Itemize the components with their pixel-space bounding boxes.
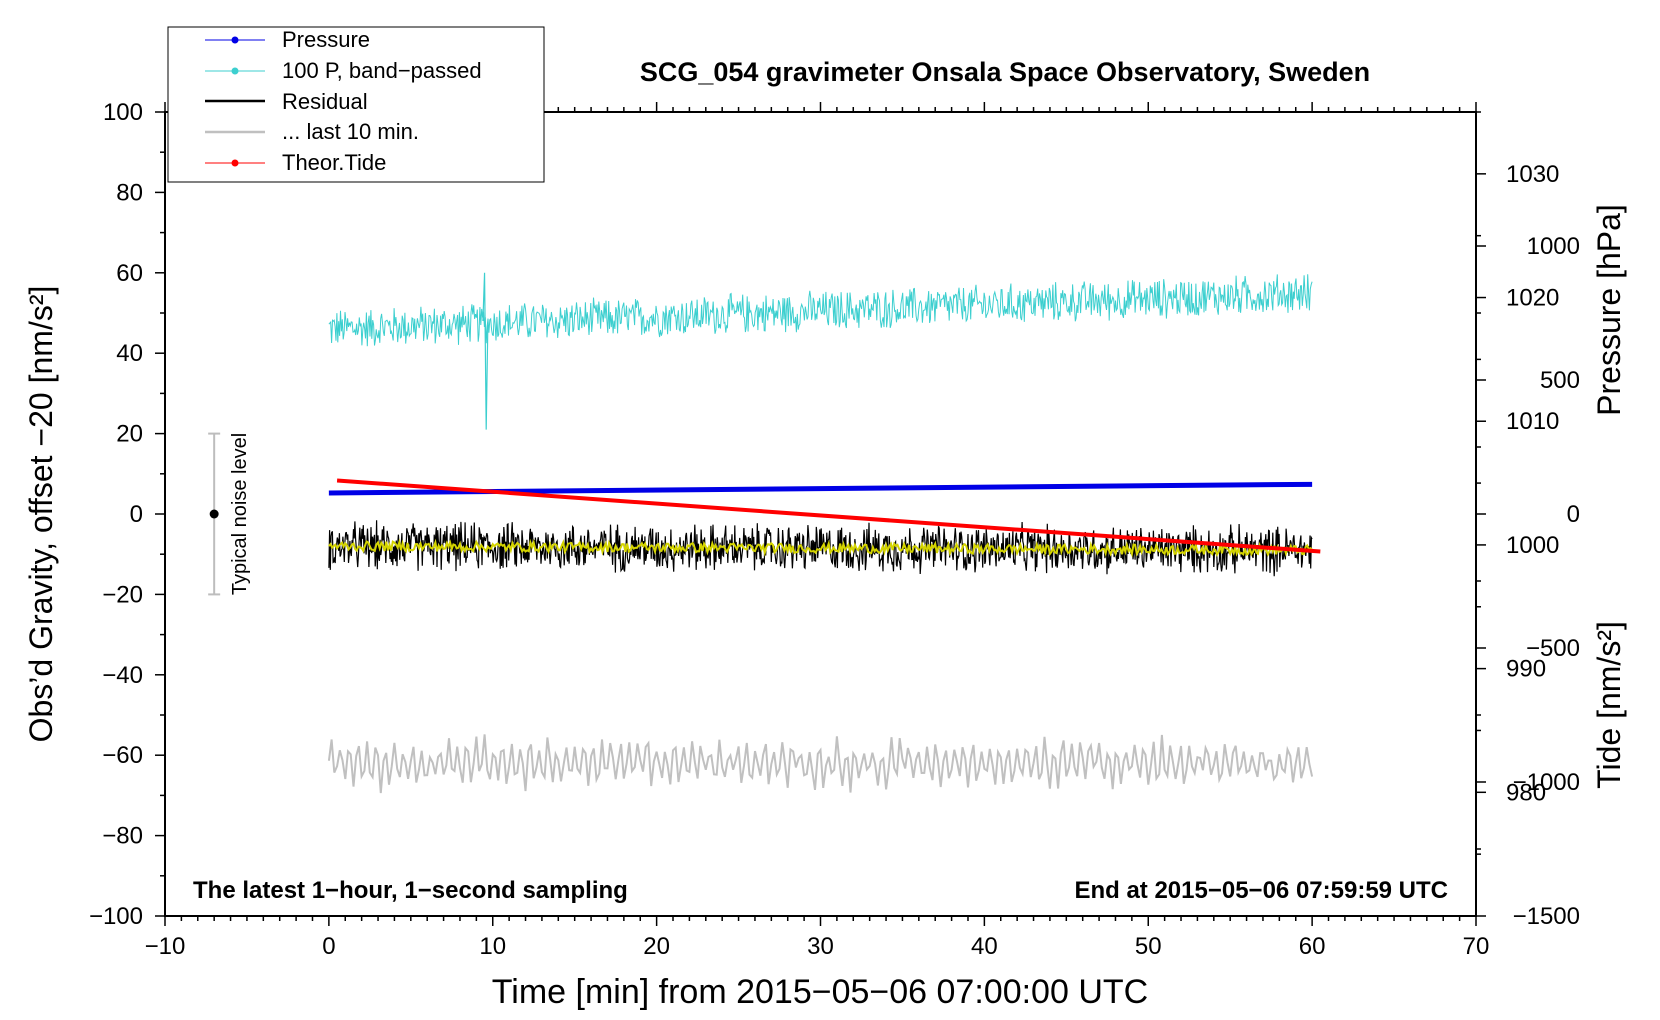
y-left-tick-label: −40 [102, 662, 143, 689]
pressure-axis-ticks: 1030 1020 1010 1000 990 980 [1476, 111, 1559, 855]
tide-tick-label: −500 [1526, 635, 1580, 662]
x-tick-label: 20 [643, 933, 670, 960]
pressure-tick-label: 1000 [1506, 532, 1559, 559]
legend-item-band-passed: 100 P, band−passed [205, 58, 482, 83]
x-tick-label: 0 [322, 933, 335, 960]
annotation-end-time: End at 2015−05−06 07:59:59 UTC [1074, 877, 1448, 904]
svg-text:... last 10 min.: ... last 10 min. [282, 119, 419, 144]
svg-text:Residual: Residual [282, 89, 368, 114]
tide-tick-label: −1000 [1513, 769, 1580, 796]
y-left-tick-label: −60 [102, 742, 143, 769]
legend-item-residual: Residual [205, 89, 368, 114]
tide-tick-label: −1500 [1513, 903, 1580, 930]
noise-level-indicator: Typical noise level [208, 432, 251, 596]
x-tick-label: −10 [145, 933, 186, 960]
series-residual-smoothed [328, 538, 1313, 558]
y-left-tick-label: 0 [130, 501, 143, 528]
noise-level-label: Typical noise level [229, 433, 251, 595]
svg-text:Theor.Tide: Theor.Tide [282, 150, 386, 175]
x-tick-label: 10 [479, 933, 506, 960]
tide-tick-label: 1000 [1527, 233, 1580, 260]
svg-text:Pressure: Pressure [282, 27, 370, 52]
legend-item-last-10-min: ... last 10 min. [205, 119, 419, 144]
legend-box [167, 26, 545, 183]
pressure-tick-label: 990 [1506, 656, 1546, 683]
y-left-tick-label: −80 [102, 823, 143, 850]
series-last-10-min [327, 734, 1314, 794]
x-tick-label: 50 [1135, 933, 1162, 960]
pressure-tick-label: 980 [1506, 779, 1546, 806]
tide-tick-label: 0 [1567, 501, 1580, 528]
legend: Pressure 100 P, band−passed Residual ...… [167, 26, 545, 183]
tide-tick-label: 500 [1540, 367, 1580, 394]
svg-text:100 P, band−passed: 100 P, band−passed [282, 58, 482, 83]
pressure-tick-label: 1020 [1506, 285, 1559, 312]
x-axis-ticks: −10 0 10 20 30 40 50 60 70 [145, 102, 1490, 960]
series-theor-tide [336, 478, 1321, 554]
annotation-sampling: The latest 1−hour, 1−second sampling [193, 877, 628, 904]
tide-axis-label: Tide [nm/s²] [1591, 621, 1627, 789]
x-tick-label: 70 [1463, 933, 1490, 960]
x-tick-label: 40 [971, 933, 998, 960]
pressure-tick-label: 1010 [1506, 408, 1559, 435]
legend-item-theor-tide: Theor.Tide [205, 150, 386, 175]
y-left-tick-label: 100 [103, 99, 143, 126]
y-left-axis-label: Obs’d Gravity, offset −20 [nm/s²] [23, 286, 59, 743]
series-band-passed-pressure [328, 274, 1313, 347]
y-left-tick-label: 20 [116, 421, 143, 448]
pressure-axis-label: Pressure [hPa] [1591, 204, 1627, 416]
legend-item-pressure: Pressure [205, 27, 370, 52]
x-tick-label: 30 [807, 933, 834, 960]
y-left-tick-label: 60 [116, 260, 143, 287]
band-passed-spike [482, 272, 489, 430]
y-left-tick-label: −100 [89, 903, 143, 930]
pressure-tick-label: 1030 [1506, 161, 1559, 188]
y-left-axis-ticks: 100 80 60 40 20 0 −20 −40 −60 −80 −100 [89, 99, 165, 930]
y-left-tick-label: 80 [116, 179, 143, 206]
y-left-tick-label: −20 [102, 581, 143, 608]
x-tick-label: 60 [1299, 933, 1326, 960]
tide-axis-ticks: 1000 500 0 −500 −1000 −1500 [1476, 233, 1580, 930]
chart-title: SCG_054 gravimeter Onsala Space Observat… [640, 57, 1370, 87]
y-left-tick-label: 40 [116, 340, 143, 367]
x-axis-label: Time [min] from 2015−05−06 07:00:00 UTC [492, 973, 1148, 1011]
